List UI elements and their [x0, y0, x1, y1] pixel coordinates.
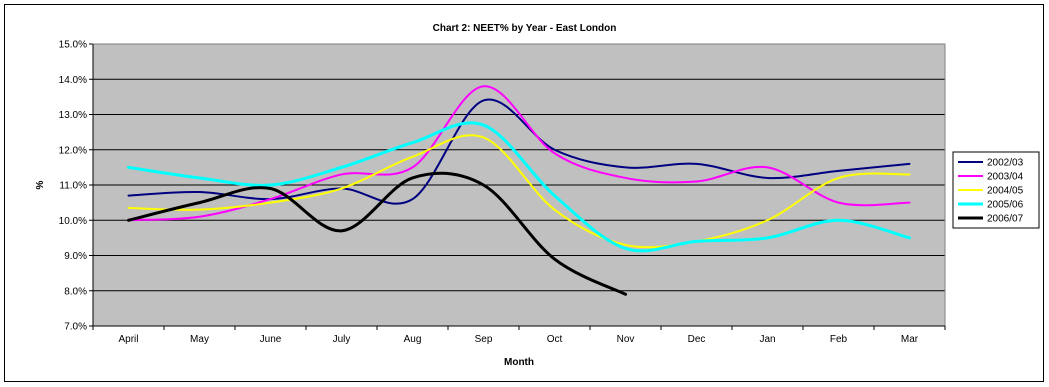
- x-tick-label: Jan: [759, 334, 775, 345]
- x-tick-label: Oct: [547, 334, 563, 345]
- y-axis-title: %: [35, 180, 46, 189]
- y-tick-label: 10.0%: [59, 216, 87, 227]
- legend-entry: 2004/05: [987, 186, 1024, 197]
- x-tick-label: May: [190, 334, 209, 345]
- series-line-2004-05: [127, 134, 911, 249]
- legend-entry: 2002/03: [987, 158, 1024, 169]
- y-tick-label: 14.0%: [59, 75, 87, 86]
- y-tick-label: 11.0%: [59, 181, 87, 192]
- legend: 2002/03 2003/04 2004/05 2005/06 2006/07: [952, 151, 1040, 229]
- x-tick-label: Mar: [901, 334, 919, 345]
- legend-entry: 2005/06: [987, 200, 1024, 211]
- chart-title: Chart 2: NEET% by Year - East London: [432, 23, 617, 34]
- series-line-2005-06: [127, 121, 911, 253]
- x-tick-label: Sep: [475, 334, 493, 345]
- x-tick-label: Aug: [404, 334, 422, 345]
- series-line-2003-04: [127, 85, 911, 222]
- y-tick-label: 15.0%: [59, 40, 87, 51]
- legend-entry: 2006/07: [987, 214, 1024, 225]
- series-line-2006-07: [127, 171, 627, 296]
- x-tick-label: July: [333, 334, 351, 345]
- y-tick-label: 8.0%: [64, 286, 87, 297]
- x-tick-label: Nov: [617, 334, 635, 345]
- x-tick-label: June: [260, 334, 282, 345]
- x-tick-label: Feb: [830, 334, 848, 345]
- x-tick-label: April: [118, 334, 138, 345]
- y-tick-label: 9.0%: [64, 251, 87, 262]
- x-axis-title: Month: [504, 357, 534, 368]
- x-tick-label: Dec: [688, 334, 706, 345]
- y-tick-label: 7.0%: [64, 322, 87, 333]
- y-tick-label: 13.0%: [59, 110, 87, 121]
- y-tick-label: 12.0%: [59, 145, 87, 156]
- legend-entry: 2003/04: [987, 172, 1024, 183]
